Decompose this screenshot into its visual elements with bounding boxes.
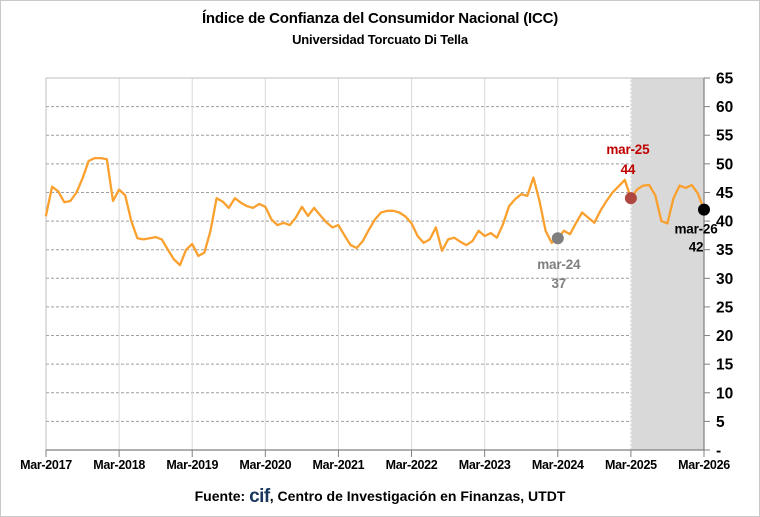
y-axis-label: 15 [716,357,734,374]
plot-border [45,77,705,451]
annotation-mar-24: mar-24 [537,257,581,272]
data-point-mar-24 [551,232,564,245]
data-point-mar-26 [698,203,710,216]
x-axis-label: Mar-2021 [313,458,365,472]
icc-line [44,156,706,267]
chart-title: Índice de Confianza del Consumidor Nacio… [201,10,559,27]
source-footer: Fuente: cif, Centro de Investigación en … [1,484,759,509]
annotation-value-mar-26: 42 [689,240,704,255]
x-axis-label: Mar-2024 [532,458,584,472]
source-prefix: Fuente: [194,488,250,504]
annotation-mar-25: mar-25 [606,142,650,157]
y-axis-label: 65 [716,71,734,88]
y-axis-label: 50 [716,156,733,173]
cif-logo: cif [249,486,270,507]
x-axis-label: Mar-2017 [20,458,72,472]
y-axis-label: 20 [716,328,733,345]
annotation-mar-26: mar-26 [674,222,718,237]
y-axis-label: - [716,443,721,460]
x-axis-label: Mar-2026 [678,458,730,472]
y-axis-label: 55 [716,128,734,145]
source-suffix: , Centro de Investigación en Finanzas, U… [269,488,566,504]
y-axis-label: 45 [716,185,734,202]
y-axis-label: 10 [716,385,733,402]
y-axis-label: 30 [716,271,733,288]
x-axis-label: Mar-2019 [166,458,218,472]
x-axis-label: Mar-2020 [239,458,291,472]
y-axis-label: 25 [716,299,734,316]
annotation-value-mar-24: 37 [551,276,566,291]
y-axis-label: 35 [716,242,734,259]
y-axis-label: 60 [716,99,733,116]
annotation-value-mar-25: 44 [621,162,636,177]
chart-subtitle: Universidad Torcuato Di Tella [292,32,468,47]
x-axis-label: Mar-2018 [93,458,145,472]
x-axis-label: Mar-2025 [605,458,657,472]
data-point-mar-25 [624,192,637,205]
y-axis-label: 5 [716,414,725,431]
x-axis-label: Mar-2022 [386,458,438,472]
forecast-shaded-region [630,78,704,450]
x-axis-label: Mar-2023 [459,458,511,472]
y-axis-label: 40 [716,214,733,231]
